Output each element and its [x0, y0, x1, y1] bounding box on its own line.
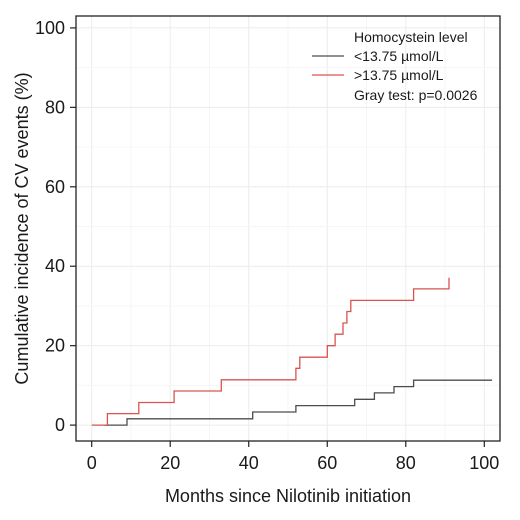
x-tick-label: 100: [469, 453, 499, 473]
series-line-1: [91, 277, 450, 426]
legend: Homocystein level <13.75 µmol/L >13.75 µ…: [312, 29, 478, 103]
x-tick-label: 20: [160, 453, 180, 473]
plot-frame: [75, 15, 501, 442]
y-tick-label: 100: [35, 18, 65, 38]
y-axis-title: Cumulative incidence of CV events (%): [12, 72, 32, 384]
legend-gray-test-note: Gray test: p=0.0026: [354, 87, 478, 103]
x-tick-label: 40: [239, 453, 259, 473]
series-line-0: [103, 379, 493, 426]
y-tick-label: 0: [55, 415, 65, 435]
y-tick-label: 20: [45, 336, 65, 356]
y-tick-label: 80: [45, 97, 65, 117]
x-tick-label: 80: [396, 453, 416, 473]
legend-label-high: >13.75 µmol/L: [354, 67, 444, 83]
legend-title: Homocystein level: [354, 29, 468, 45]
x-tick-label: 0: [87, 453, 97, 473]
series-group: [91, 277, 493, 426]
grid: [76, 16, 500, 441]
y-tick-label: 40: [45, 256, 65, 276]
x-axis-title: Months since Nilotinib initiation: [165, 486, 411, 506]
legend-label-low: <13.75 µmol/L: [354, 48, 444, 64]
x-tick-label: 60: [317, 453, 337, 473]
axes: 0 20 40 60 80 100 0 20 40 60 80 100: [35, 18, 499, 473]
y-tick-label: 60: [45, 177, 65, 197]
